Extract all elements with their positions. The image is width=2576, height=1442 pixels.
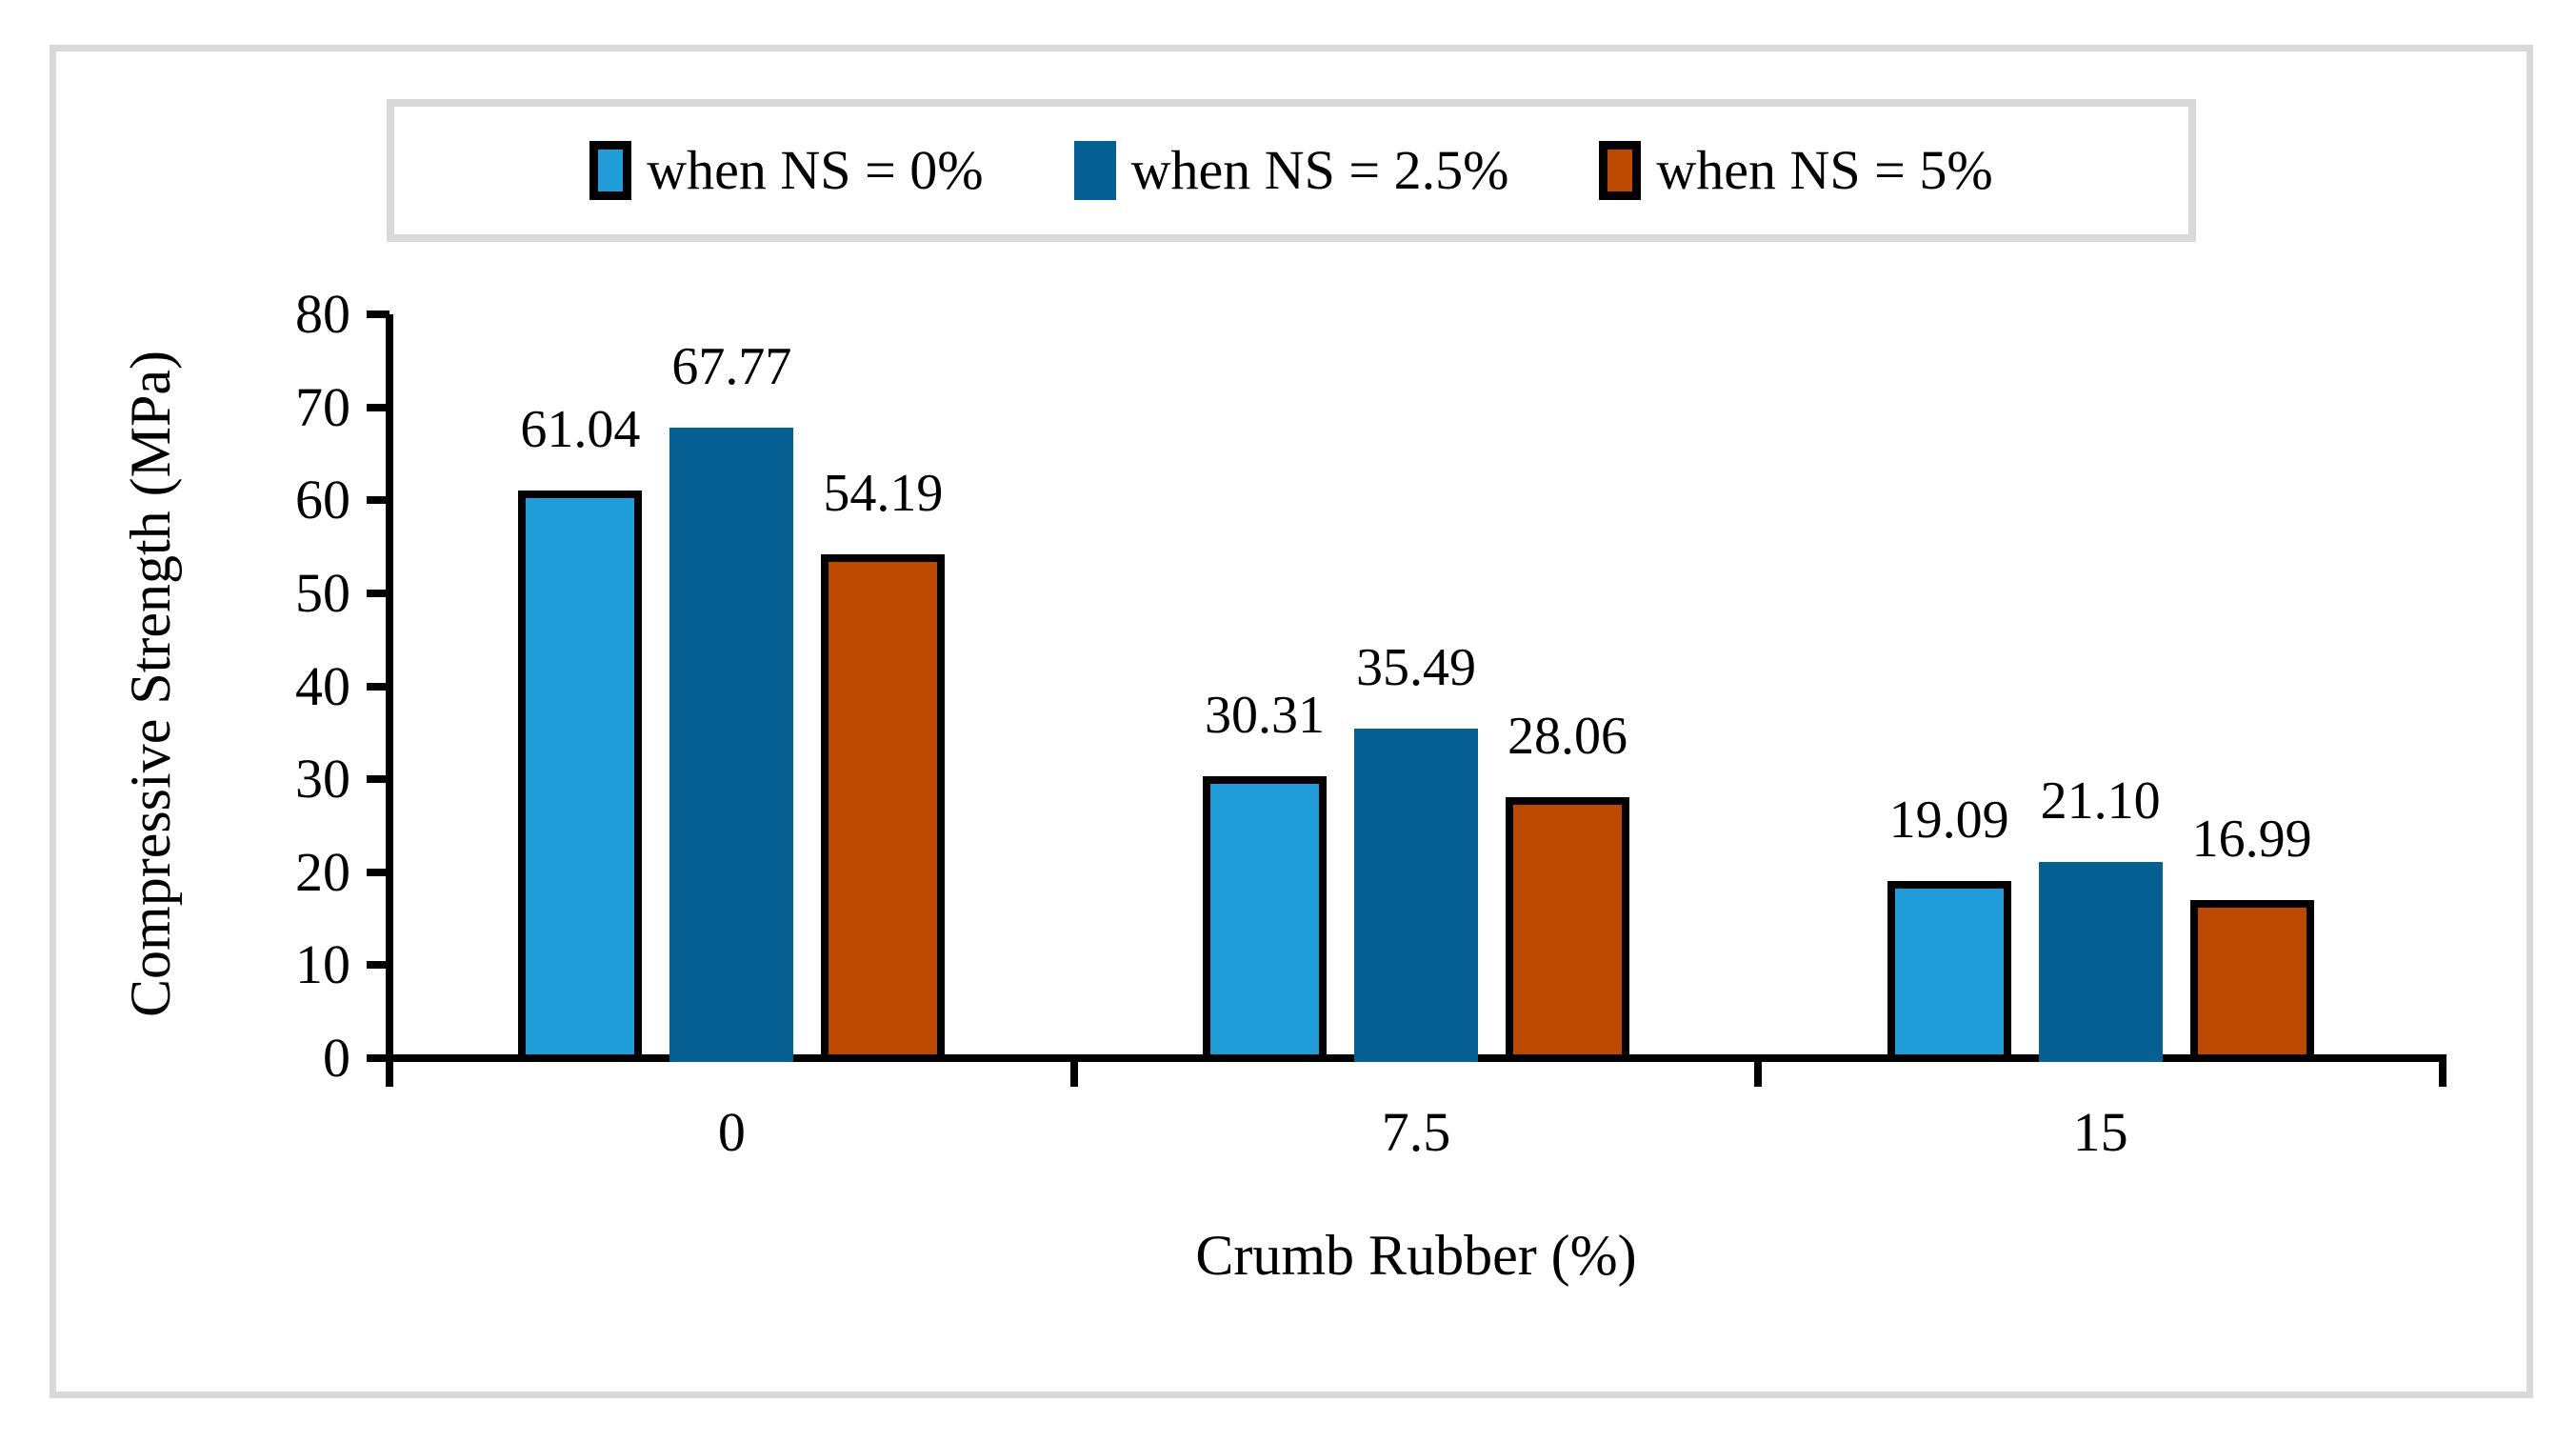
y-tick [367,961,389,970]
y-axis-title: Compressive Strength (MPa) [119,350,182,1017]
bar-value-label: 35.49 [1356,637,1476,697]
bar [821,553,946,1062]
y-tick-label: 20 [295,840,350,903]
y-tick-label: 40 [295,654,350,717]
legend-swatch-2 [1073,141,1116,200]
bar-value-label: 30.31 [1205,686,1325,746]
category-label: 7.5 [1381,1101,1451,1163]
y-tick-label: 80 [295,283,350,345]
y-tick-label: 50 [295,561,350,624]
y-tick-label: 30 [295,748,350,811]
bar [1887,880,2011,1062]
category-label: 15 [2072,1101,2128,1163]
bar-value-label: 19.09 [1888,790,2009,850]
bar-value-label: 67.77 [671,337,792,397]
y-tick [367,496,389,505]
legend-item: when NS = 5% [1599,139,1993,201]
legend-item: when NS = 2.5% [1073,139,1509,201]
y-tick-label: 70 [295,375,350,438]
y-tick-label: 60 [295,469,350,531]
bar-value-label: 61.04 [520,400,641,460]
y-tick [367,1054,389,1062]
category-tick [2439,1054,2446,1087]
legend-label: when NS = 2.5% [1130,139,1509,201]
y-tick [367,403,389,411]
y-tick-label: 10 [295,933,350,996]
y-tick [367,589,389,597]
bar [1506,797,1629,1062]
x-axis-title: Crumb Rubber (%) [1195,1224,1637,1287]
bar-value-label: 28.06 [1508,707,1627,767]
bar [669,428,794,1062]
bar-value-label: 21.10 [2040,771,2161,831]
category-tick [1754,1054,1763,1087]
legend-label: when NS = 5% [1656,139,1993,201]
legend: when NS = 0% when NS = 2.5% when NS = 5% [387,99,2196,242]
y-tick [367,868,389,876]
y-tick [367,775,389,784]
y-tick [367,310,389,318]
legend-label: when NS = 0% [647,139,984,201]
y-tick-label: 0 [323,1027,350,1089]
bar [1354,728,1478,1062]
y-axis-line [386,314,393,1087]
bar [2038,862,2163,1062]
category-label: 0 [717,1101,746,1163]
bar [2189,900,2314,1062]
legend-swatch-1 [589,141,632,200]
figure-border [50,45,2533,1398]
legend-swatch-3 [1599,141,1642,200]
bar [1203,776,1327,1062]
legend-item: when NS = 0% [589,139,984,201]
bar [518,491,643,1062]
bar-value-label: 16.99 [2191,810,2312,870]
category-tick [1069,1054,1078,1087]
bar-value-label: 54.19 [823,463,944,523]
y-tick [367,682,389,691]
